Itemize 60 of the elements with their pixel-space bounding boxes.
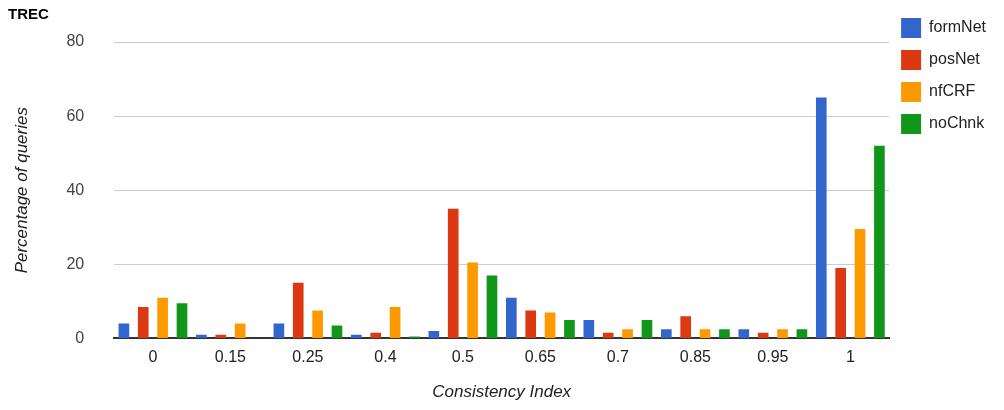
bar [641, 319, 653, 338]
bar [467, 262, 478, 338]
bar [370, 332, 382, 338]
bar [874, 145, 885, 338]
y-tick-label: 80 [66, 32, 85, 50]
x-tick-label: 0.5 [451, 348, 475, 366]
bar [815, 97, 827, 338]
bar [738, 329, 750, 338]
legend-label: posNet [929, 50, 981, 68]
bar [622, 329, 633, 338]
legend-label: formNet [929, 18, 987, 36]
bar [447, 208, 459, 338]
bar [777, 329, 788, 338]
bar [176, 303, 188, 338]
x-tick-label: 0.25 [292, 348, 324, 366]
bar [351, 334, 362, 338]
x-axis-title: Consistency Index [432, 381, 572, 401]
bar [602, 332, 614, 338]
x-tick-label: 1 [845, 348, 855, 366]
bar [525, 310, 537, 338]
bar [486, 275, 498, 338]
bar [118, 323, 130, 338]
bar [196, 334, 207, 338]
y-axis-title: Percentage of queries [11, 106, 31, 274]
bar [389, 306, 401, 338]
bar [234, 323, 246, 338]
bar [544, 312, 556, 338]
bar [273, 323, 285, 338]
x-tick-label: 0.95 [757, 348, 789, 366]
y-tick-label: 60 [66, 106, 85, 124]
bar [583, 319, 595, 338]
bar [215, 334, 227, 338]
y-tick-label: 20 [66, 254, 85, 272]
x-tick-label: 0.15 [214, 348, 247, 366]
bar [660, 329, 672, 338]
x-tick-label: 0 [148, 348, 158, 366]
bar [854, 229, 866, 338]
bar [292, 282, 304, 338]
x-tick-label: 0.65 [524, 348, 557, 366]
bar [506, 297, 517, 338]
bar [564, 319, 575, 338]
bar [699, 329, 711, 338]
y-tick-label: 0 [75, 328, 85, 346]
x-tick-label: 0.7 [606, 348, 630, 366]
bar [137, 306, 149, 338]
legend-label: noChnk [929, 114, 986, 132]
bar [331, 325, 343, 338]
bar [312, 310, 323, 338]
bar [680, 316, 692, 338]
y-tick-label: 40 [66, 180, 85, 198]
x-tick-label: 0.4 [374, 348, 397, 366]
bar [796, 329, 808, 338]
bar [757, 332, 769, 338]
legend-label: nfCRF [929, 82, 976, 100]
bar [157, 297, 168, 338]
x-tick-label: 0.85 [679, 348, 712, 366]
chart-title: TREC [8, 5, 49, 23]
bar [719, 329, 730, 338]
bar [835, 268, 846, 338]
bar [428, 330, 440, 338]
